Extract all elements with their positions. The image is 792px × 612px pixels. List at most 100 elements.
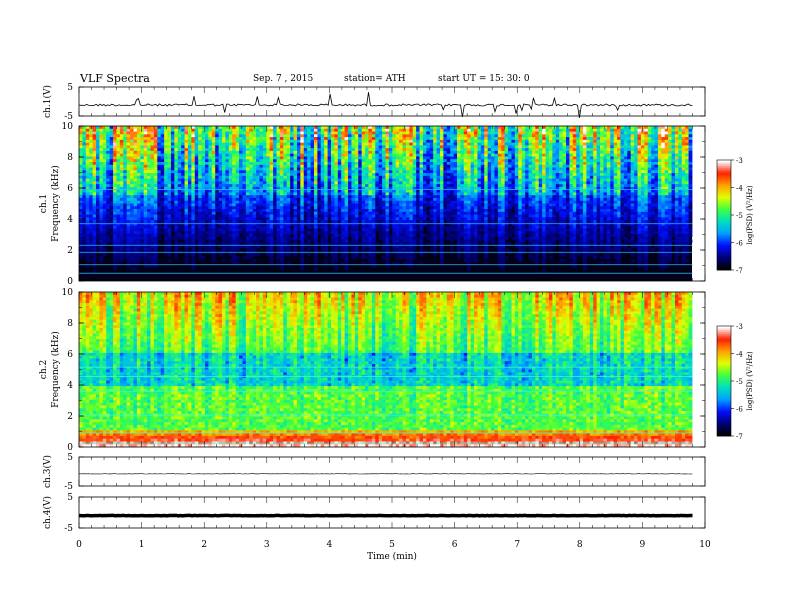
ch1-spectrogram-cell [170,126,175,130]
ch1-spectrogram-cell [327,142,332,146]
ch1-spectrogram-cell [313,236,318,240]
ch1-spectrogram-cell [266,175,271,179]
ch1-spectrogram-cell [286,184,291,188]
ch1-spectrogram-cell [405,131,410,135]
ch1-spectrogram-cell [198,209,202,213]
ch1-spectrogram-cell [310,164,315,168]
ch1-spectrogram-cell [378,203,383,207]
ch1-spectrogram-cell [279,175,284,179]
ch1-spectrogram-cell [426,164,431,168]
ch1-spectrogram-cell [228,164,233,168]
ch1-spectrogram-cell [167,186,172,191]
ch1-spectrogram-cell [198,236,202,240]
ch1-spectrogram-cell [89,181,94,185]
ch1-spectrogram-cell [358,178,363,182]
ch1-spectrogram-cell [116,189,121,193]
ch1-spectrogram-cell [82,192,87,196]
ch1-spectrogram-cell [422,197,427,202]
ch1-spectrogram-cell [405,253,410,257]
ch1-spectrogram-cell [331,145,335,149]
ch1-spectrogram-cell [443,211,448,215]
ch1-spectrogram-cell [433,192,437,196]
ch1-spectrogram-cell [395,173,400,177]
ch1-spectrogram-cell [177,192,182,196]
ch1-spectrogram-cell [290,173,294,177]
ch1-spectrogram-cell [395,253,400,257]
ch1-spectrogram-cell [334,159,339,163]
ch1-spectrogram-cell [276,217,281,221]
ch1-spectrogram-cell [153,192,158,196]
ch1-spectrogram-cell [113,247,117,251]
ch1-spectrogram-cell [334,245,339,249]
ch1-spectrogram-cell [109,200,114,204]
ch1-spectrogram-cell [334,156,339,160]
ch1-spectrogram-cell [433,134,437,138]
ch1-spectrogram-cell [341,181,346,185]
ch1-spectrogram-cell [194,195,199,199]
ch1-spectrogram-cell [99,131,104,135]
ch1-spectrogram-cell [266,128,271,132]
ch1-spectrogram-cell [303,222,308,227]
ch1-spectrogram-cell [126,150,131,155]
ch1-spectrogram-cell [358,161,363,166]
ch1-spectrogram-cell [348,214,352,218]
ch1-spectrogram-cell [334,192,339,196]
ch1-spectrogram-cell [82,209,87,213]
ch1-spectrogram-cell [153,220,158,224]
ch1-spectrogram-cell [130,170,134,174]
ch1-spectrogram-cell [143,247,148,251]
ch1-spectrogram-cell [136,225,141,229]
ch1-spectrogram-cell [385,148,390,152]
ch1-spectrogram-cell [123,134,128,138]
ch1-spectrogram-cell [242,164,247,168]
ch1-spectrogram-cell [249,137,254,141]
ch1-spectrogram-cell [334,164,339,168]
ch1-spectrogram-cell [290,211,294,215]
ch1-spectrogram-cell [147,189,151,193]
ch1-spectrogram-cell [303,181,308,185]
ch1-spectrogram-cell [286,209,291,213]
ch1-spectrogram-cell [341,220,346,224]
ch1-spectrogram-cell [334,236,339,240]
ch1-spectrogram-cell [239,217,243,221]
ch1-spectrogram-cell [208,200,213,204]
ch1-spectrogram-cell [153,264,158,268]
ch1-spectrogram-cell [99,256,104,260]
ch1-spectrogram-cell [433,137,437,141]
ch1-spectrogram-cell [222,231,226,235]
ch1-spectrogram-cell [242,184,247,188]
ch1-spectrogram-cell [130,214,134,218]
ch1-spectrogram-cell [191,134,196,138]
ch1-spectrogram-cell [320,231,325,235]
ch1-spectrogram-cell [256,150,260,155]
ch1-spectrogram-cell [300,256,305,260]
ch1-spectrogram-cell [116,142,121,146]
ch1-spectrogram-cell [126,236,131,240]
ch1-spectrogram-cell [153,231,158,235]
ch1-spectrogram-cell [313,139,318,144]
ch1-spectrogram-cell [354,197,359,202]
ch1-spectrogram-cell [187,239,192,243]
ch1-spectrogram-cell [181,214,185,218]
ch1-spectrogram-cell [157,225,162,229]
ch1-spectrogram-cell [225,159,230,163]
ch1-spectrogram-cell [194,189,199,193]
ch1-spectrogram-cell [320,131,325,135]
ch1-spectrogram-cell [205,220,209,224]
ch1-spectrogram-cell [194,192,199,196]
ch1-spectrogram-cell [266,145,271,149]
ch1-spectrogram-cell [412,156,417,160]
ch1-spectrogram-cell [119,231,124,235]
ch1-spectrogram-cell [371,206,376,210]
ch1-spectrogram-cell [222,217,226,221]
ch1-spectrogram-cell [143,137,148,141]
ch1-spectrogram-cell [198,150,202,155]
ch1-spectrogram-cell [385,181,390,185]
ch1-spectrogram-cell [286,228,291,232]
ch1-spectrogram-cell [174,197,179,202]
ch1-spectrogram-cell [273,131,277,135]
ch1-spectrogram-cell [113,134,117,138]
ch1-spectrogram-cell [85,131,90,135]
ch1-spectrogram-cell [150,164,155,168]
ch1-spectrogram-cell [184,175,189,179]
